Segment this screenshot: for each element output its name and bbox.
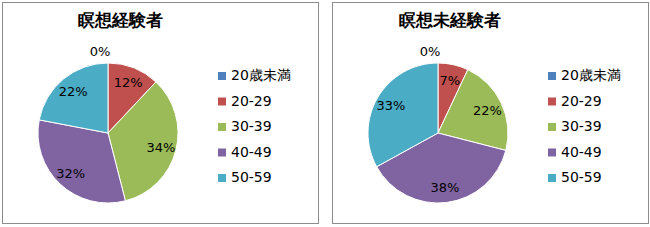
pie-slice bbox=[39, 63, 108, 133]
pie-slice bbox=[368, 63, 438, 167]
slices bbox=[38, 63, 178, 203]
legend-swatch bbox=[218, 72, 226, 80]
legend: 20歳未満 20-29 30-39 40-49 50-59 bbox=[548, 67, 621, 185]
legend-label: 30-39 bbox=[561, 118, 602, 134]
chart-panel: 瞑想未経験者 0% 7% 22% 38% 33% 20歳未満 20-29 30-39 40-49 5… bbox=[333, 3, 649, 224]
data-label: 0% bbox=[420, 44, 441, 59]
legend-swatch bbox=[548, 174, 556, 182]
panel-frame bbox=[3, 3, 319, 224]
data-label: 22% bbox=[59, 84, 88, 99]
legend-swatch bbox=[548, 72, 556, 80]
data-label: 38% bbox=[430, 180, 459, 195]
legend: 20歳未満 20-29 30-39 40-49 50-59 bbox=[218, 67, 291, 185]
data-label: 34% bbox=[146, 140, 175, 155]
legend-label: 20歳未満 bbox=[561, 67, 621, 83]
data-label: 33% bbox=[377, 98, 406, 113]
legend-swatch bbox=[548, 123, 556, 131]
data-label: 12% bbox=[114, 75, 143, 90]
title: 瞑想経験者 bbox=[78, 10, 163, 30]
chart-panel: 瞑想経験者 0% 12% 34% 32% 22% 20歳未満 20-29 30-39 40-49 5… bbox=[3, 3, 319, 224]
legend-label: 40-49 bbox=[561, 144, 602, 160]
pie-slice bbox=[38, 120, 125, 203]
slices bbox=[368, 63, 508, 203]
legend-swatch bbox=[218, 98, 226, 106]
data-label: 32% bbox=[56, 166, 85, 181]
legend-label: 30-39 bbox=[231, 118, 272, 134]
legend-swatch bbox=[548, 98, 556, 106]
data-labels: 0% 7% 22% 38% 33% bbox=[377, 44, 502, 195]
legend-swatch bbox=[218, 174, 226, 182]
legend-swatch bbox=[218, 123, 226, 131]
legend-label: 40-49 bbox=[231, 144, 272, 160]
legend-swatch bbox=[218, 149, 226, 157]
data-label: 7% bbox=[440, 73, 461, 88]
legend-label: 50-59 bbox=[561, 169, 602, 185]
legend-label: 20-29 bbox=[231, 93, 272, 109]
data-label: 0% bbox=[90, 44, 111, 59]
figure: 瞑想経験者 0% 12% 34% 32% 22% 20歳未満 20-29 30-39 40-49 5… bbox=[0, 0, 650, 227]
title: 瞑想未経験者 bbox=[399, 10, 501, 30]
legend-label: 50-59 bbox=[231, 169, 272, 185]
data-labels: 0% 12% 34% 32% 22% bbox=[56, 44, 175, 181]
legend-label: 20-29 bbox=[561, 93, 602, 109]
data-label: 22% bbox=[473, 103, 502, 118]
panel-frame bbox=[333, 3, 649, 224]
legend-swatch bbox=[548, 149, 556, 157]
legend-label: 20歳未満 bbox=[231, 67, 291, 83]
